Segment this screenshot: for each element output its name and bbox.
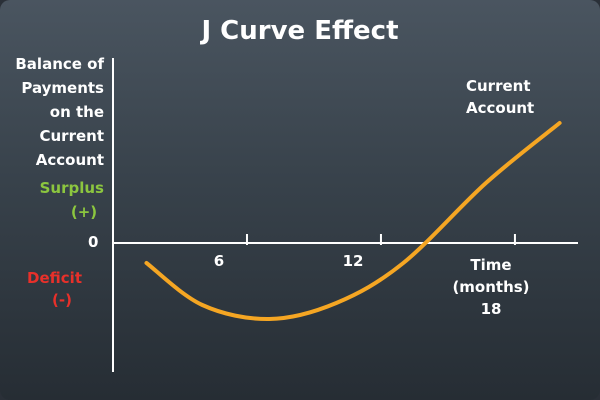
x-axis-label-text: Time (months) [452, 256, 530, 296]
surplus-label: Surplus (+) [4, 176, 104, 224]
zero-label: 0 [88, 233, 99, 251]
surplus-text: Surplus [39, 179, 104, 197]
y-axis-label-line: Current [39, 127, 104, 145]
current-account-curve [144, 121, 562, 322]
deficit-text: Deficit [27, 269, 82, 287]
x-tick-label-6: 6 [213, 252, 225, 270]
series-label-line: Account [466, 99, 535, 117]
y-axis-label-line: Balance of [15, 55, 104, 73]
x-ticks [245, 234, 516, 245]
x-axis-label-18: 18 [480, 300, 502, 318]
series-label-line: Current [466, 77, 531, 95]
y-axis-label-line: Account [35, 151, 104, 169]
x-axis-label: Time (months) 18 [431, 254, 551, 320]
surplus-sign: (+) [70, 203, 98, 221]
deficit-sign: (-) [52, 291, 72, 309]
y-axis-label-line: Payments [21, 79, 104, 97]
series-label: Current Account [466, 75, 534, 119]
chart-title: J Curve Effect [201, 16, 399, 46]
y-axis-label: Balance of Payments on the Current Accou… [0, 52, 104, 172]
deficit-label: Deficit (-) [2, 267, 82, 311]
y-axis-label-line: on the [49, 103, 104, 121]
x-tick-label-12: 12 [342, 252, 364, 270]
